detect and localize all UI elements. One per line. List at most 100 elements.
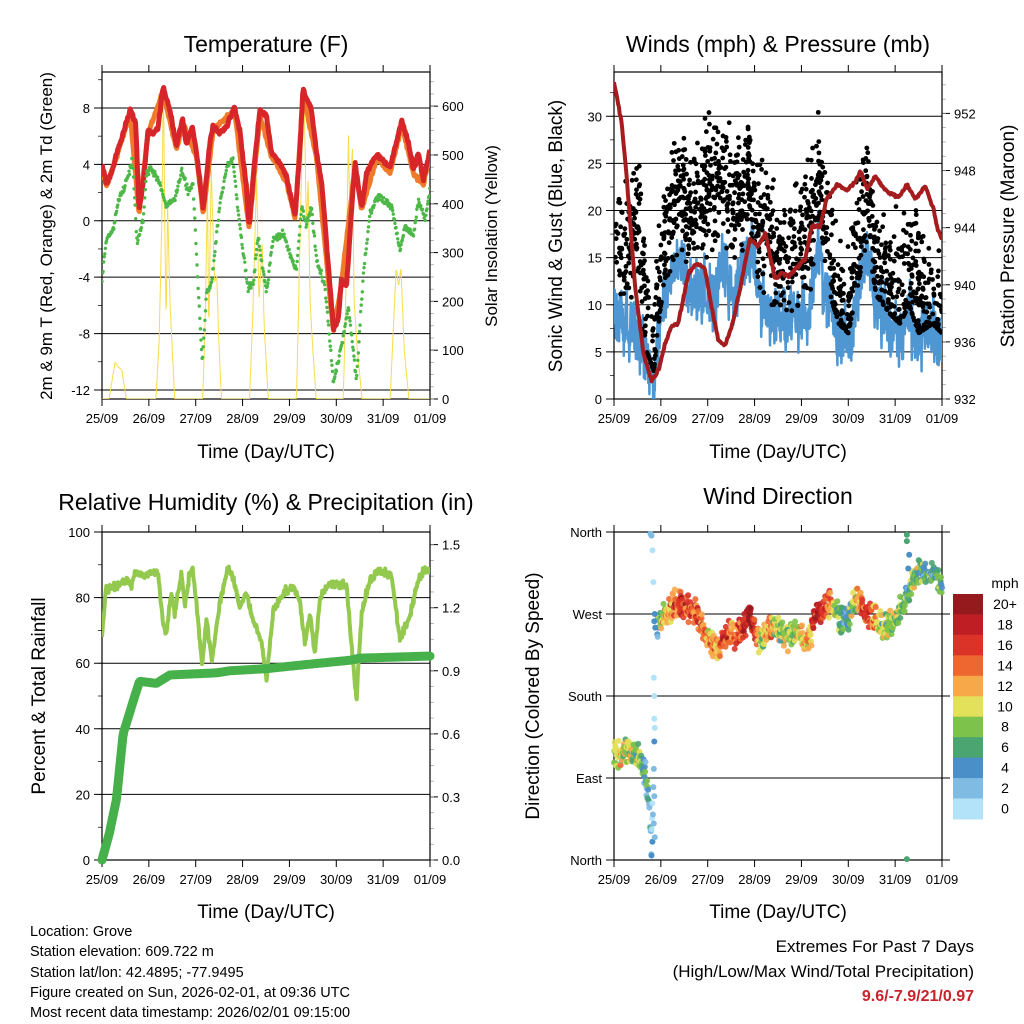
gust-point (823, 230, 829, 236)
x-tick-label: 31/09 (367, 411, 400, 426)
gust-point (759, 157, 765, 163)
gust-point (882, 246, 888, 252)
direction-outlier-point (650, 820, 657, 827)
gust-point (740, 157, 746, 162)
gust-point (681, 166, 687, 172)
gust-point (624, 236, 630, 242)
gust-point (879, 275, 885, 281)
dewpoint-point (311, 221, 315, 226)
gust-point (868, 188, 874, 194)
gust-point (795, 303, 801, 309)
gust-point (867, 201, 872, 207)
dewpoint-point (186, 192, 190, 197)
gust-point (751, 197, 756, 203)
gust-point (732, 237, 738, 242)
y-tick-label: 30 (588, 109, 602, 124)
gust-point (619, 209, 625, 215)
gust-point (913, 220, 919, 226)
dewpoint-point (104, 239, 109, 243)
direction-outlier-point (650, 579, 657, 586)
direction-outlier-point (903, 531, 910, 538)
gust-point (863, 156, 869, 161)
x-tick-label: 25/09 (86, 411, 119, 426)
gust-point (656, 223, 662, 229)
gust-point (931, 291, 937, 297)
gust-point (693, 221, 699, 227)
dewpoint-point (244, 268, 248, 273)
dewpoint-point (360, 290, 365, 294)
dewpoint-point (232, 174, 237, 179)
dewpoint-point (240, 246, 245, 250)
legend-swatch (953, 594, 983, 615)
gust-point (754, 224, 760, 230)
gust-point (705, 221, 711, 227)
dewpoint-point (103, 246, 108, 251)
gust-point (926, 262, 932, 267)
gust-point (802, 194, 807, 200)
humidity-xlabel: Time (Day/UTC) (197, 902, 335, 923)
dewpoint-point (213, 250, 217, 254)
gust-point (831, 301, 837, 307)
dewpoint-point (224, 172, 228, 176)
dewpoint-point (415, 207, 419, 211)
gust-point (827, 265, 833, 271)
dewpoint-point (298, 217, 303, 221)
gust-point (677, 179, 683, 185)
dewpoint-point (351, 348, 356, 352)
dewpoint-point (372, 203, 376, 207)
dewpoint-point (222, 179, 226, 183)
x-tick-label: 28/09 (738, 411, 771, 426)
y-tick-label: 80 (76, 591, 90, 606)
station-info: Location: Grove Station elevation: 609.7… (30, 922, 350, 1023)
gust-point (785, 279, 791, 285)
dewpoint-point (197, 304, 201, 308)
gust-point (681, 172, 686, 178)
legend-swatch (953, 696, 983, 718)
direction-point (722, 623, 729, 630)
gust-point (636, 265, 641, 271)
gust-point (757, 211, 762, 217)
gust-point (742, 199, 748, 205)
extremes-values: 9.6/-7.9/21/0.97 (861, 988, 974, 1005)
dewpoint-point (330, 369, 335, 374)
dewpoint-point (396, 237, 400, 241)
right-tick-label: 0.0 (442, 853, 460, 868)
dewpoint-point (382, 196, 386, 200)
gust-point (633, 191, 639, 197)
dewpoint-point (258, 248, 262, 252)
gust-point (817, 180, 822, 186)
dewpoint-point (102, 260, 106, 264)
gust-point (934, 301, 940, 306)
gust-point (683, 206, 689, 212)
gust-point (672, 184, 678, 190)
dewpoint-point (117, 198, 122, 202)
gust-point (877, 228, 882, 234)
dewpoint-point (143, 196, 147, 200)
dewpoint-point (327, 332, 331, 336)
gust-point (692, 196, 698, 202)
y-tick-label: 20 (76, 787, 90, 802)
direction-point (808, 642, 815, 649)
dewpoint-point (359, 303, 363, 307)
dewpoint-point (267, 269, 271, 274)
gust-point (856, 207, 862, 212)
gust-point (862, 233, 868, 238)
dewpoint-point (231, 165, 236, 169)
gust-point (652, 346, 658, 352)
legend-label: 20+ (993, 596, 1017, 612)
gust-point (745, 172, 750, 178)
dewpoint-point (254, 247, 259, 252)
gust-point (761, 290, 767, 295)
dewpoint-point (351, 345, 355, 349)
gust-point (707, 121, 712, 127)
t9m-line (102, 89, 430, 333)
dewpoint-point (221, 186, 226, 190)
dewpoint-point (369, 211, 374, 216)
legend-label: 14 (997, 657, 1013, 673)
gust-point (755, 274, 761, 280)
gust-point (748, 189, 754, 195)
y-tick-label: 0 (83, 214, 90, 229)
gust-point (808, 157, 814, 163)
gust-point (711, 206, 717, 212)
direction-outlier-point (648, 852, 655, 859)
